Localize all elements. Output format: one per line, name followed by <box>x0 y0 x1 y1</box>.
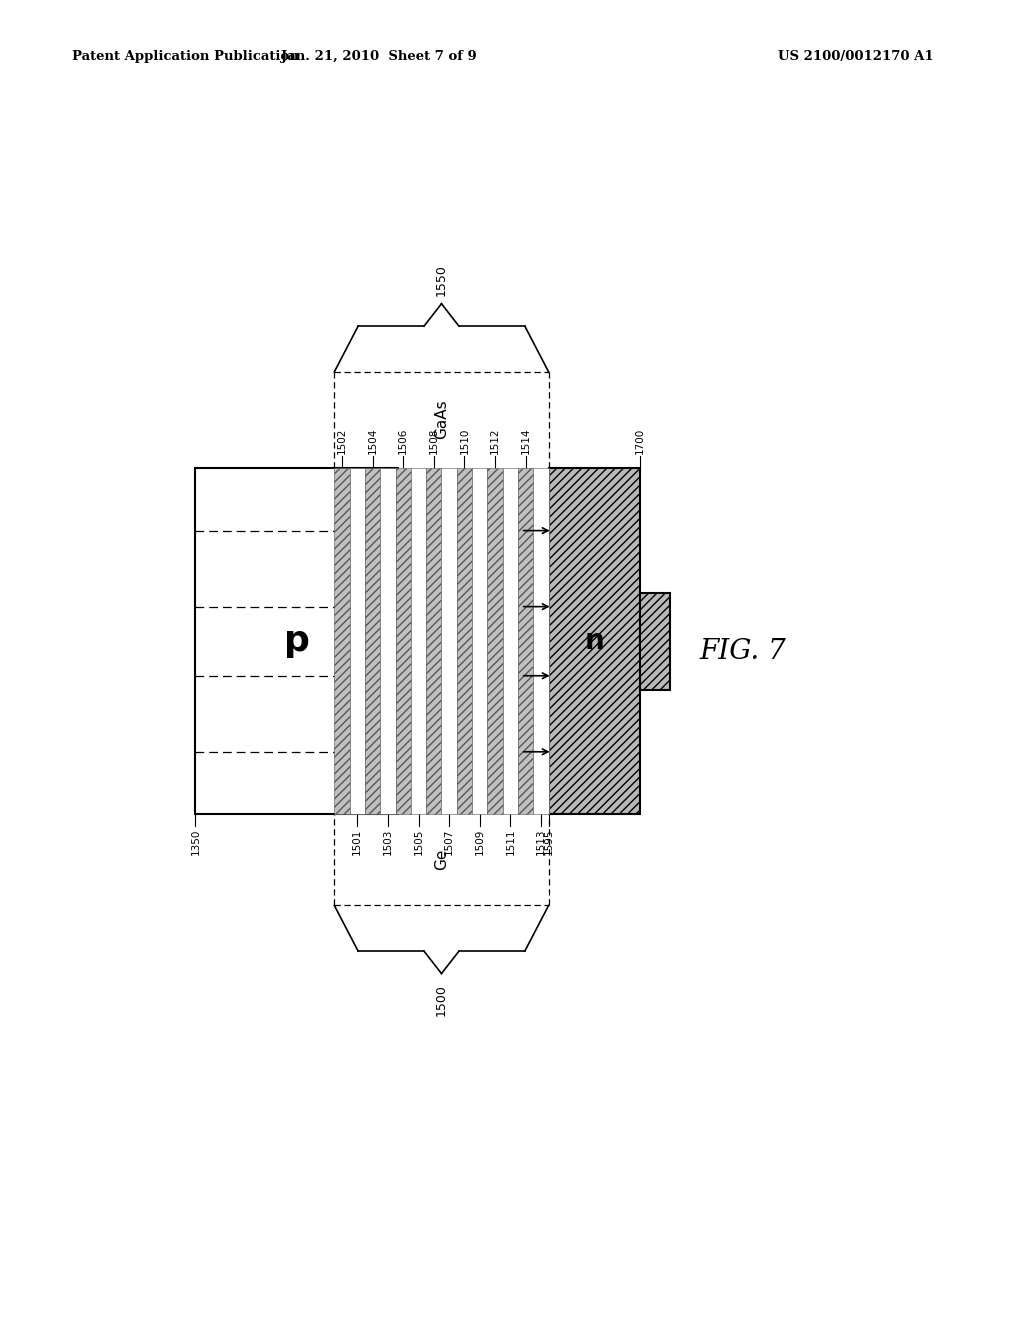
Text: n: n <box>585 627 604 655</box>
Bar <box>503 469 518 814</box>
Text: 1510: 1510 <box>460 428 469 454</box>
Text: 1507: 1507 <box>444 828 454 854</box>
Text: 1514: 1514 <box>520 428 530 454</box>
Bar <box>349 469 365 814</box>
Text: 1503: 1503 <box>383 828 393 854</box>
Text: 1513: 1513 <box>536 828 546 855</box>
Bar <box>334 469 349 814</box>
Text: 1511: 1511 <box>506 828 515 855</box>
Text: 1595: 1595 <box>544 828 554 855</box>
Bar <box>380 469 395 814</box>
Bar <box>411 469 426 814</box>
Text: 1509: 1509 <box>475 828 484 854</box>
Text: 1501: 1501 <box>352 828 362 854</box>
Bar <box>395 469 411 814</box>
Bar <box>365 469 380 814</box>
Bar <box>534 469 549 814</box>
Bar <box>441 469 457 814</box>
Text: 1504: 1504 <box>368 428 378 454</box>
Bar <box>426 469 441 814</box>
Bar <box>640 593 670 689</box>
Text: Ge: Ge <box>434 849 449 870</box>
Text: p: p <box>284 624 309 659</box>
Bar <box>457 469 472 814</box>
Text: 1500: 1500 <box>435 983 447 1015</box>
Text: 1506: 1506 <box>398 428 409 454</box>
Text: Jan. 21, 2010  Sheet 7 of 9: Jan. 21, 2010 Sheet 7 of 9 <box>281 50 477 63</box>
Text: 1512: 1512 <box>490 428 500 454</box>
Text: US 2100/0012170 A1: US 2100/0012170 A1 <box>778 50 934 63</box>
Text: 1502: 1502 <box>337 428 347 454</box>
Text: 1700: 1700 <box>635 428 645 454</box>
Bar <box>487 469 503 814</box>
Text: FIG. 7: FIG. 7 <box>699 638 786 665</box>
Text: 1350: 1350 <box>190 828 201 854</box>
Text: GaAs: GaAs <box>434 400 449 440</box>
Bar <box>518 469 534 814</box>
Text: 1505: 1505 <box>414 828 424 854</box>
Text: 1550: 1550 <box>435 264 447 296</box>
Bar <box>196 469 398 814</box>
Bar <box>549 469 640 814</box>
Bar <box>472 469 487 814</box>
Text: 1508: 1508 <box>429 428 439 454</box>
Text: Patent Application Publication: Patent Application Publication <box>72 50 298 63</box>
